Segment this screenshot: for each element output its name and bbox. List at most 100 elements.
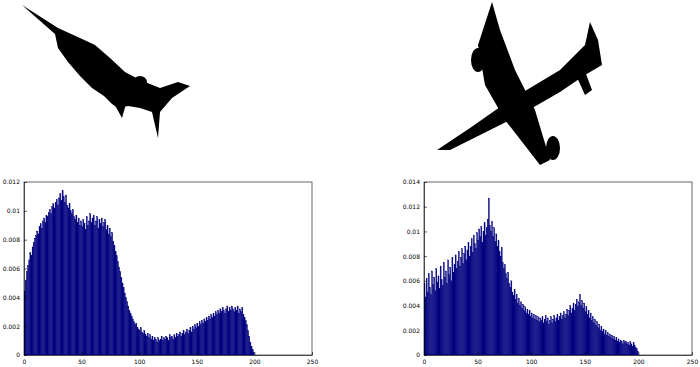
tick-mark [424,330,427,331]
histogram-bar [234,312,235,355]
histogram-bar [593,323,594,355]
histogram-bar [209,319,210,355]
histogram-bar [36,235,37,355]
histogram-bar [451,281,452,355]
histogram-bar [568,315,569,355]
histogram-bar [177,336,178,355]
histogram-bar [190,328,191,355]
histogram-bar [474,244,475,355]
histogram-bar [48,212,49,355]
tick-mark [139,352,140,355]
histogram-bar [454,265,455,355]
histogram-bar [100,224,101,355]
histogram-bar [490,231,491,355]
plane-engine [471,48,485,72]
histogram-bar [613,339,614,355]
histogram-bar [33,243,34,355]
tick-label: 0.002 [3,323,20,330]
histogram-bar [576,299,577,355]
histogram-bar [531,313,532,355]
histogram-bar [219,313,220,355]
tick-label: 100 [526,358,538,365]
tick: 0.01 [407,228,427,235]
tick-mark [24,211,27,212]
histogram-bar [53,204,54,355]
histogram-bar [131,316,132,355]
histogram-bar [207,320,208,355]
histogram-bar [611,338,612,355]
histogram-bar [34,238,35,355]
histogram-bar [637,351,638,355]
histogram-bar [522,308,523,355]
histogram-bar [38,234,39,355]
histogram-bar [505,273,506,355]
histogram-bar [599,324,600,355]
histogram-bar [107,225,108,355]
histogram-bar [226,309,227,355]
histogram-bar [223,310,224,355]
plane-engine [546,136,560,160]
histogram-bar [103,222,104,355]
histogram-bar [462,249,463,355]
histogram-bar [557,314,558,355]
histogram-bar [31,256,32,355]
histogram-bar [67,205,68,355]
histogram-bar [29,260,30,355]
histogram-bar [95,221,96,355]
tick: 0 [16,351,27,358]
histogram-bar [101,218,102,355]
histogram-bar [592,317,593,355]
histogram-bar [183,330,184,355]
histogram-bar [585,312,586,355]
histogram-bar [630,341,631,355]
histogram-bar [450,267,451,355]
histogram-bar [453,272,454,355]
tick: 0.002 [403,327,427,334]
histogram-bar [488,198,489,355]
bars [24,191,254,355]
histogram-bar [495,241,496,355]
histogram-bar [616,338,617,355]
tick: 0.012 [3,178,27,185]
histogram-bar [224,313,225,355]
histogram-bar [220,309,221,355]
histogram-bar [564,318,565,355]
histogram-bar [94,225,95,355]
histogram-bar [231,306,232,355]
tick-label: 100 [134,358,146,365]
histogram-bar [159,341,160,355]
tick-label: 0.008 [3,236,20,243]
histogram-bar [56,199,57,355]
histogram-bar [76,215,77,355]
histogram-bar [489,225,490,355]
histogram-bar [188,333,189,355]
histogram-bar [175,338,176,355]
histogram-bar [558,320,559,355]
histogram-bar [113,241,114,355]
histogram-bar [205,322,206,355]
histogram-bar [512,292,513,355]
histogram-bar [516,294,517,355]
tick-label: 0 [23,358,27,365]
histogram-bar [127,302,128,355]
figure: 05010015020025000.0020.0040.0060.0080.01… [0,0,700,367]
bars [424,198,638,355]
histogram-bar [140,328,141,355]
histogram-bar [243,315,244,355]
histogram-bar [60,194,61,355]
tick-label: 0.014 [403,178,420,185]
tick-mark [24,297,27,298]
histogram-bar [623,340,624,355]
tick-mark [24,326,27,327]
histogram-bar [242,307,243,355]
histogram-bar [615,340,616,355]
histogram-bar [591,320,592,355]
histogram-bar [570,306,571,355]
histogram-bar [112,232,113,355]
histogram-bar [542,317,543,355]
tick: 200 [249,352,261,365]
histogram-bar [55,202,56,355]
tick: 0 [416,351,427,358]
histogram-bar [128,306,129,355]
histogram-bar [575,304,576,355]
